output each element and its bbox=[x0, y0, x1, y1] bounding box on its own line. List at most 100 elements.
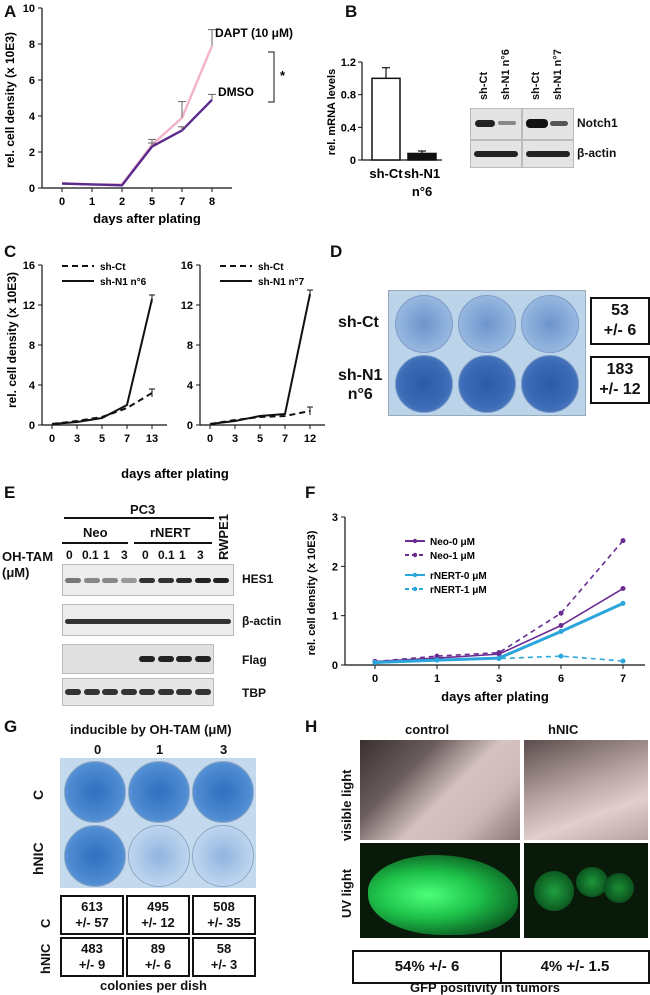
legend-label: rNERT-0 μM bbox=[430, 571, 487, 582]
x-tick-label: 7 bbox=[179, 196, 185, 208]
y-tick-label: 12 bbox=[23, 300, 35, 312]
panel-f-label: F bbox=[305, 483, 316, 502]
y-tick-label: 16 bbox=[181, 260, 193, 272]
band-hes1 bbox=[157, 578, 174, 583]
blot-notch1-right bbox=[522, 108, 574, 140]
panel-d-plate-photo bbox=[388, 290, 586, 416]
data-point bbox=[496, 656, 502, 662]
significance-star: * bbox=[280, 68, 286, 83]
colony-well bbox=[395, 355, 453, 413]
legend-marker bbox=[412, 552, 418, 558]
legend-label: rNERT-1 μM bbox=[430, 585, 487, 596]
band-tbp bbox=[102, 689, 118, 695]
y-tick-label: 0 bbox=[187, 420, 193, 432]
band-flag bbox=[176, 656, 192, 662]
x-tick-label: 3 bbox=[496, 673, 502, 685]
panel-b-label: B bbox=[345, 2, 358, 21]
colony-count: 508 +/- 35 bbox=[192, 895, 256, 935]
band-hes1 bbox=[194, 578, 211, 583]
band-hes1 bbox=[213, 578, 229, 583]
y-tick-label: 0 bbox=[332, 660, 338, 672]
panel-d-count-shn1: 183 +/- 12 bbox=[590, 356, 650, 404]
bar-category-label: sh-N1 bbox=[404, 166, 440, 181]
y-tick-label: 6 bbox=[29, 75, 35, 87]
data-point bbox=[496, 650, 502, 656]
data-point bbox=[372, 660, 378, 666]
panel-f-chart: 0 1 2 3 0 1 3 6 7 Neo-0 μM Neo-1 μM rNERT-0 μM rNERT… bbox=[306, 512, 645, 704]
legend-marker bbox=[412, 586, 418, 592]
data-point bbox=[558, 653, 564, 659]
y-tick-label: 1 bbox=[332, 611, 338, 623]
c-subchart-0: 0 4 8 12 16 0 3 5 7 13 sh-Ct sh-N1 n°6 bbox=[23, 260, 167, 445]
legend-label: sh-N1 n°6 bbox=[100, 277, 147, 288]
panel-h-label: H bbox=[305, 717, 318, 736]
f-x-axis-label: days after plating bbox=[441, 689, 549, 704]
photo-control-visible bbox=[360, 740, 520, 840]
dose-label: 0 bbox=[66, 548, 73, 562]
data-point bbox=[434, 653, 440, 659]
series-line-sh-n1-n-7 bbox=[209, 293, 311, 425]
panel-c-charts: 0 4 8 12 16 0 3 5 7 13 sh-Ct sh-N1 n°6 0 4 8 12 16 0 3 5 7 12… bbox=[5, 260, 325, 481]
colony-count: 613 +/- 57 bbox=[60, 895, 124, 935]
blot-label-tbp: TBP bbox=[242, 686, 266, 700]
data-point bbox=[620, 658, 626, 664]
colony-well bbox=[395, 295, 453, 353]
panel-h-value-control: 54% +/- 6 bbox=[352, 950, 502, 984]
panel-g-header: inducible by OH-TAM (μM) bbox=[70, 722, 232, 737]
series-label-dapt: DAPT (10 μM) bbox=[215, 26, 293, 40]
x-tick-label: 8 bbox=[209, 196, 215, 208]
series-line-dapt-10-m- bbox=[61, 45, 214, 186]
band-tbp bbox=[65, 689, 81, 695]
colony-well bbox=[521, 295, 579, 353]
x-tick-label: 5 bbox=[99, 433, 105, 445]
y-tick-label: 2 bbox=[29, 147, 35, 159]
data-point bbox=[434, 657, 440, 663]
legend-marker bbox=[412, 572, 418, 578]
colony-count: 483 +/- 9 bbox=[60, 937, 124, 977]
colony-well bbox=[192, 825, 254, 887]
series-line-sh-ct bbox=[51, 392, 153, 425]
panel-e-label: E bbox=[4, 483, 16, 502]
blot-label-e-bactin: β-actin bbox=[242, 614, 282, 628]
band-hes1 bbox=[83, 578, 100, 583]
y-tick-label: 0 bbox=[29, 183, 35, 195]
data-point bbox=[558, 628, 564, 634]
y-tick-label: 1.2 bbox=[341, 57, 356, 69]
data-point bbox=[620, 538, 626, 544]
x-tick-label: 0 bbox=[59, 196, 65, 208]
panel-g-dose-1: 1 bbox=[156, 742, 164, 757]
panel-d-count-shct: 53 +/- 6 bbox=[590, 297, 650, 345]
x-tick-label: 2 bbox=[119, 196, 125, 208]
blot-e-bactin bbox=[62, 604, 234, 636]
panel-g-count-row-c: C bbox=[38, 918, 53, 928]
panel-g-row-hnic: hNIC bbox=[30, 842, 46, 875]
legend-label: sh-Ct bbox=[100, 262, 126, 273]
y-tick-label: 0 bbox=[29, 420, 35, 432]
x-tick-label: 3 bbox=[232, 433, 238, 445]
panel-d-label: D bbox=[330, 242, 343, 261]
series-label-dmso: DMSO bbox=[218, 85, 254, 99]
blot-lane-label: sh-Ct bbox=[530, 71, 542, 100]
y-tick-label: 3 bbox=[332, 512, 338, 524]
band-hes1 bbox=[139, 578, 155, 583]
y-tick-label: 12 bbox=[181, 300, 193, 312]
colony-well bbox=[128, 825, 190, 887]
data-point bbox=[558, 610, 564, 616]
bar-category-label-2: n°6 bbox=[412, 184, 432, 199]
panel-e-rwpe1-label: RWPE1 bbox=[216, 514, 231, 560]
legend-marker bbox=[412, 538, 418, 544]
colony-well bbox=[64, 825, 126, 887]
legend-label: Neo-1 μM bbox=[430, 551, 475, 562]
series-line-neo-1-m bbox=[374, 540, 624, 663]
blot-lane-label: sh-N1 n°6 bbox=[500, 49, 512, 100]
colony-well bbox=[64, 761, 126, 823]
dose-label: 3 bbox=[197, 548, 204, 562]
colony-well bbox=[521, 355, 579, 413]
panel-e-group-neo: Neo bbox=[83, 525, 108, 540]
panel-h-col-control: control bbox=[405, 722, 450, 737]
y-tick-label: 10 bbox=[23, 3, 35, 15]
blot-bactin-left bbox=[470, 140, 522, 168]
panel-h-caption: GFP positivity in tumors bbox=[410, 980, 561, 995]
colony-well bbox=[128, 761, 190, 823]
panel-g-dose-3: 3 bbox=[220, 742, 228, 757]
